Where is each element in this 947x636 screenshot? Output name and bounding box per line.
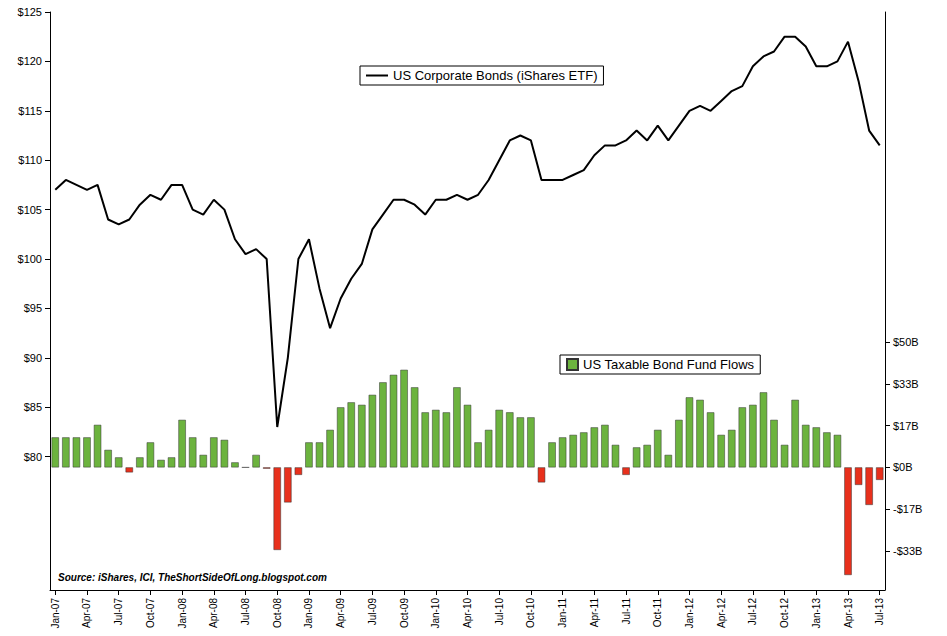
- svg-text:Jan-07: Jan-07: [50, 598, 61, 629]
- svg-text:$80: $80: [24, 451, 42, 463]
- svg-text:$33B: $33B: [893, 378, 919, 390]
- svg-text:Apr-07: Apr-07: [81, 598, 92, 628]
- svg-text:$95: $95: [24, 302, 42, 314]
- svg-text:$115: $115: [18, 105, 42, 117]
- svg-text:Jan-09: Jan-09: [303, 598, 314, 629]
- svg-text:Jan-10: Jan-10: [430, 598, 441, 629]
- svg-text:US Taxable Bond Fund Flows: US Taxable Bond Fund Flows: [583, 357, 755, 372]
- svg-text:$17B: $17B: [893, 420, 919, 432]
- svg-text:Jan-12: Jan-12: [684, 598, 695, 629]
- svg-text:Jan-13: Jan-13: [811, 598, 822, 629]
- svg-text:Jul-09: Jul-09: [367, 598, 378, 626]
- svg-text:Jul-08: Jul-08: [240, 598, 251, 626]
- svg-text:Jul-10: Jul-10: [494, 598, 505, 626]
- svg-text:$85: $85: [24, 401, 42, 413]
- svg-text:Oct-11: Oct-11: [652, 598, 663, 628]
- svg-text:-$33B: -$33B: [893, 545, 922, 557]
- svg-text:$50B: $50B: [893, 336, 919, 348]
- svg-text:$125: $125: [18, 6, 42, 18]
- svg-text:$90: $90: [24, 352, 42, 364]
- svg-text:Apr-10: Apr-10: [462, 598, 473, 628]
- svg-text:Apr-08: Apr-08: [208, 598, 219, 628]
- svg-text:Oct-09: Oct-09: [399, 598, 410, 628]
- svg-text:Apr-12: Apr-12: [716, 598, 727, 628]
- svg-text:$105: $105: [18, 204, 42, 216]
- svg-text:-$17B: -$17B: [893, 503, 922, 515]
- svg-text:Jan-08: Jan-08: [177, 598, 188, 629]
- svg-text:Jul-11: Jul-11: [621, 598, 632, 625]
- svg-text:Apr-09: Apr-09: [335, 598, 346, 628]
- svg-text:Oct-08: Oct-08: [272, 598, 283, 628]
- svg-text:Oct-07: Oct-07: [145, 598, 156, 628]
- svg-text:Oct-12: Oct-12: [779, 598, 790, 628]
- svg-text:$0B: $0B: [893, 461, 913, 473]
- svg-text:Source: iShares, ICI, TheShort: Source: iShares, ICI, TheShortSideOfLong…: [58, 572, 327, 583]
- svg-text:US Corporate Bonds (iShares ET: US Corporate Bonds (iShares ETF): [393, 68, 597, 83]
- svg-text:Apr-13: Apr-13: [843, 598, 854, 628]
- svg-text:$120: $120: [18, 55, 42, 67]
- svg-text:Jul-13: Jul-13: [874, 598, 885, 626]
- svg-text:Oct-10: Oct-10: [525, 598, 536, 628]
- svg-text:$100: $100: [18, 253, 42, 265]
- svg-text:$110: $110: [18, 154, 42, 166]
- svg-text:Apr-11: Apr-11: [589, 598, 600, 628]
- svg-text:Jul-07: Jul-07: [113, 598, 124, 626]
- svg-text:Jan-11: Jan-11: [557, 598, 568, 628]
- svg-text:Jul-12: Jul-12: [747, 598, 758, 626]
